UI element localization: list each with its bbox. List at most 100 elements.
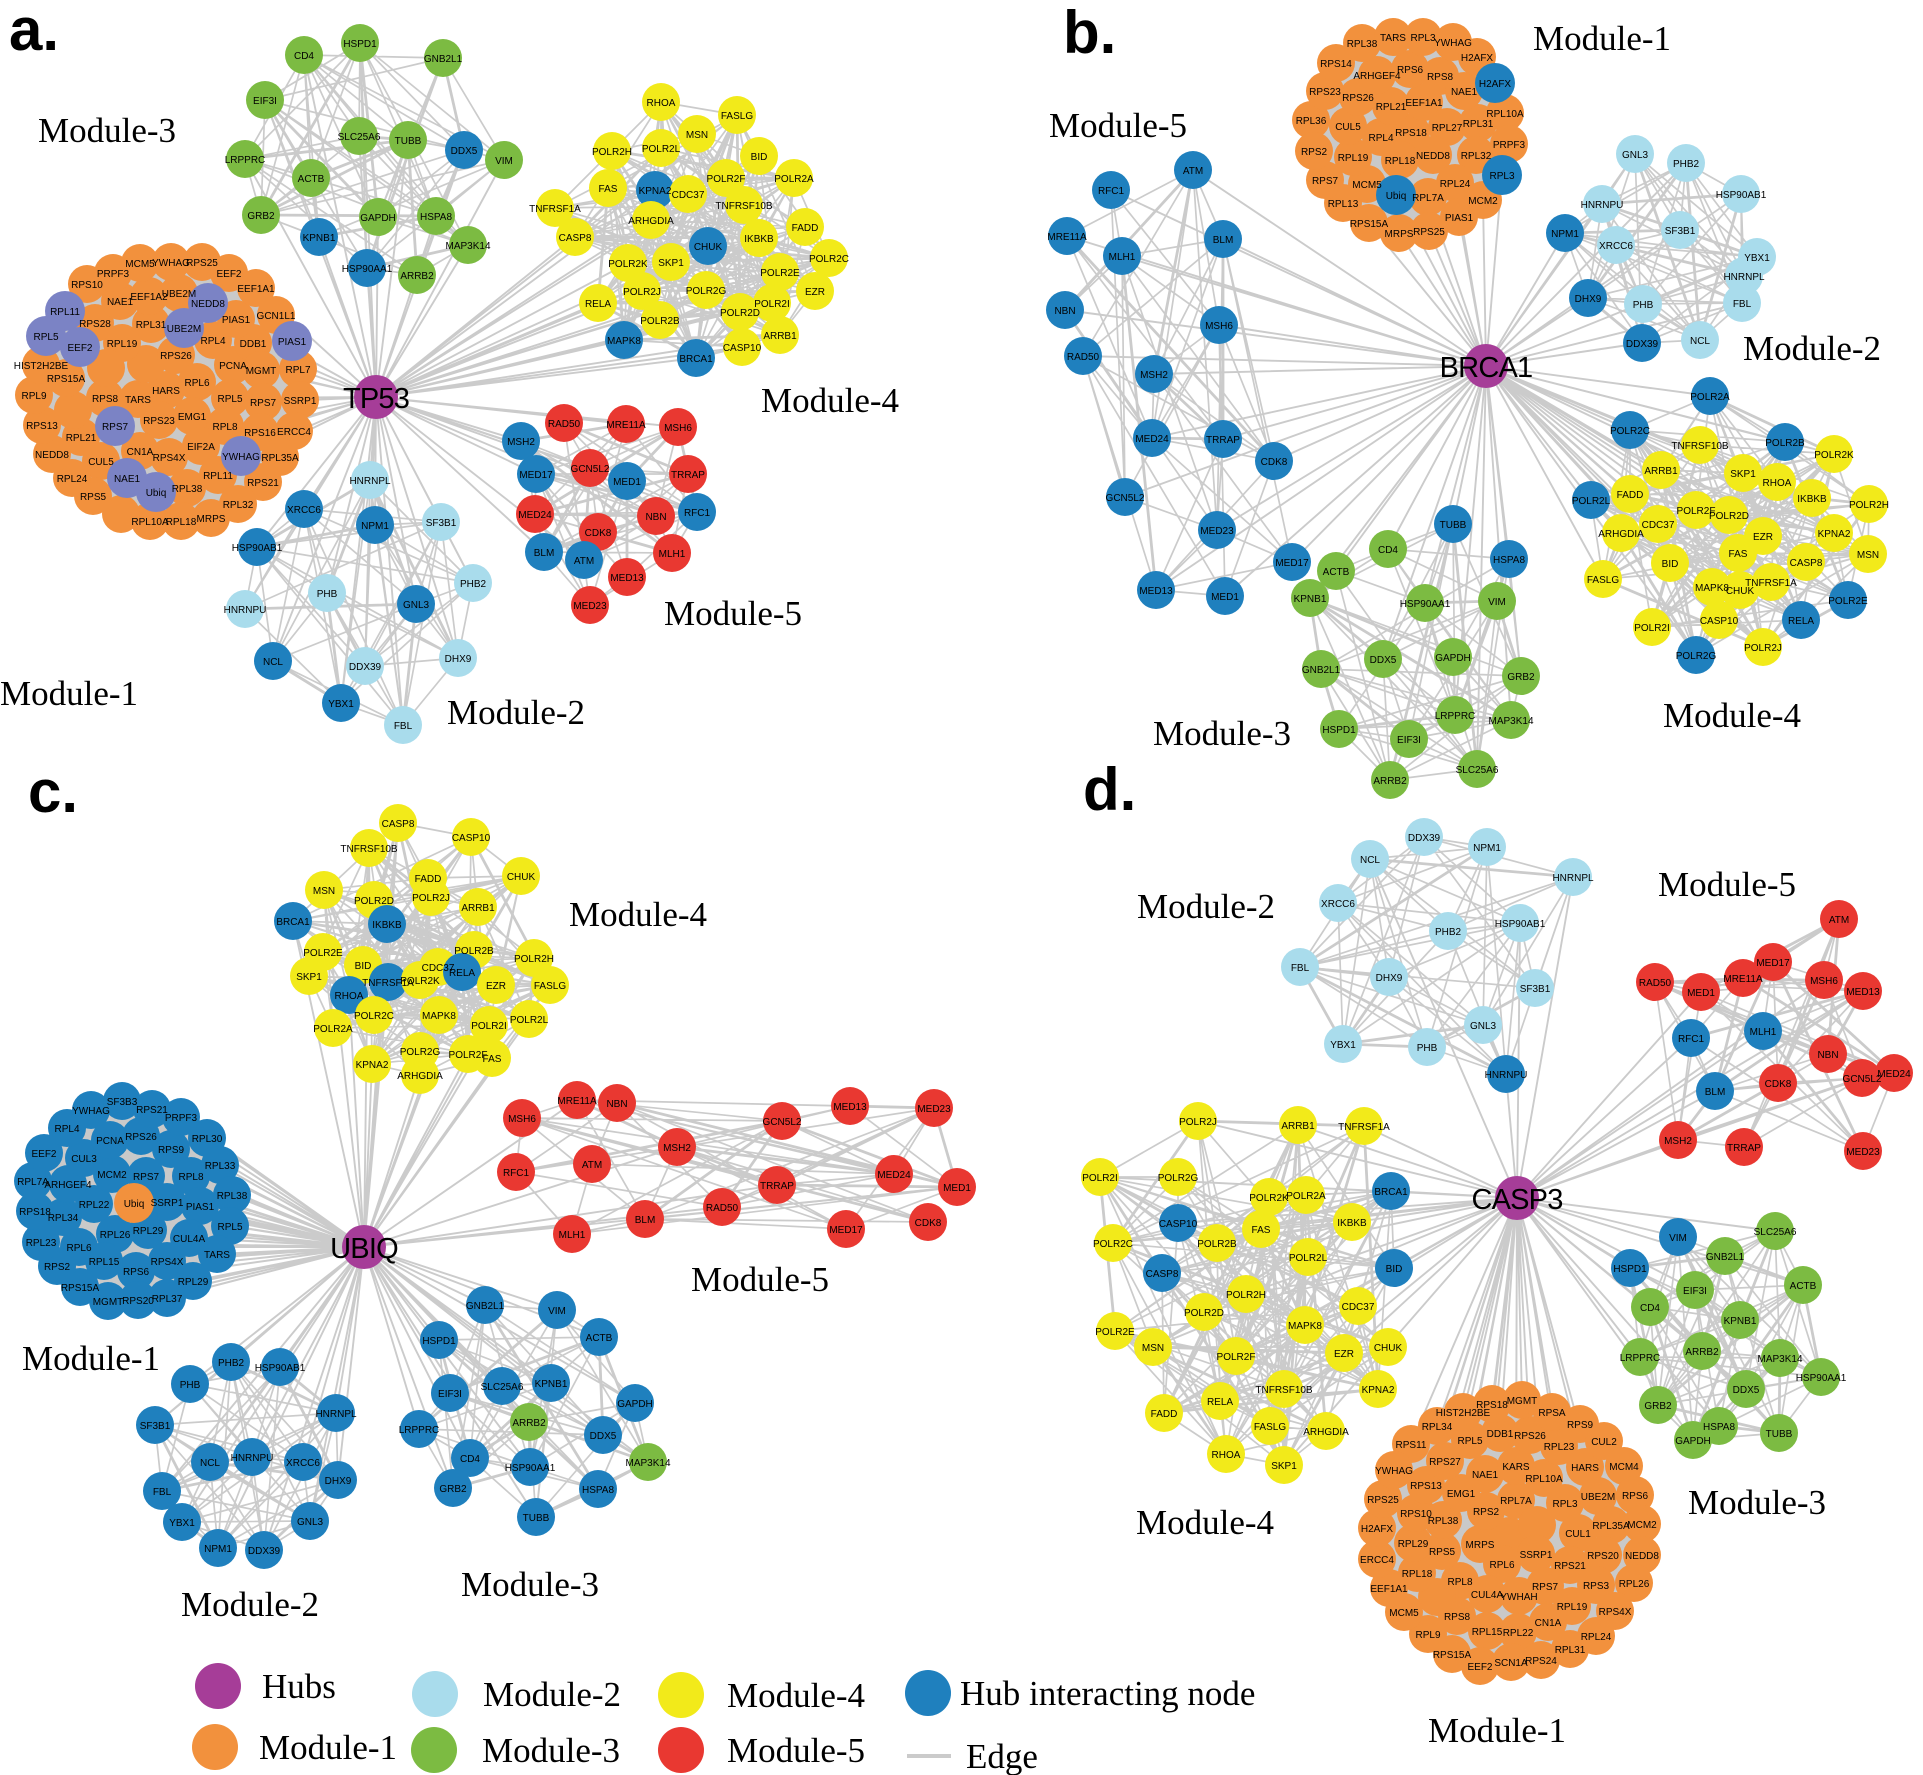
svg-text:MED24: MED24 [518,510,552,521]
svg-text:Module-4: Module-4 [1663,696,1801,735]
svg-text:GRB2: GRB2 [439,1484,467,1495]
svg-text:GAPDH: GAPDH [1675,1436,1711,1447]
svg-text:GRB2: GRB2 [247,211,275,222]
svg-text:RPL9: RPL9 [1415,1630,1440,1641]
svg-text:BLM: BLM [1705,1087,1726,1098]
svg-text:RPL8: RPL8 [212,422,237,433]
svg-text:RPL11: RPL11 [50,307,80,318]
svg-text:RPS13: RPS13 [26,421,58,432]
svg-text:MGMT: MGMT [93,1297,124,1308]
svg-text:b.: b. [1063,0,1116,66]
svg-text:SF3B1: SF3B1 [1665,226,1696,237]
svg-text:GCN1L1: GCN1L1 [257,311,296,322]
svg-text:MED23: MED23 [1846,1147,1880,1158]
svg-text:RPS21: RPS21 [1554,1561,1586,1572]
svg-text:NBN: NBN [1817,1050,1838,1061]
svg-text:CDK8: CDK8 [915,1218,942,1229]
svg-text:DDX5: DDX5 [1733,1385,1760,1396]
svg-text:RPS11: RPS11 [1396,1440,1427,1451]
svg-text:CD4: CD4 [1378,545,1398,556]
svg-text:CHUK: CHUK [694,242,723,253]
svg-text:RPL24: RPL24 [1581,1632,1612,1643]
svg-text:RPL26: RPL26 [1619,1579,1650,1590]
svg-text:MAP3K14: MAP3K14 [625,1458,670,1469]
svg-text:MED17: MED17 [1756,958,1790,969]
svg-text:NAE1: NAE1 [1451,87,1478,98]
svg-text:MED24: MED24 [1135,434,1169,445]
svg-text:MLH1: MLH1 [1109,252,1136,263]
svg-text:TUBB: TUBB [523,1513,550,1524]
svg-text:RPS9: RPS9 [158,1145,185,1156]
svg-text:HARS: HARS [1571,1463,1599,1474]
svg-text:GCN5L2: GCN5L2 [763,1117,802,1128]
svg-text:RPL38: RPL38 [172,484,203,495]
svg-text:HIST2H2BE: HIST2H2BE [14,361,69,372]
svg-text:Module-5: Module-5 [727,1731,865,1770]
svg-text:POLR2K: POLR2K [608,259,648,270]
svg-text:SKP1: SKP1 [1271,1461,1297,1472]
svg-text:SF3B1: SF3B1 [426,518,457,529]
svg-text:SSRP1: SSRP1 [284,396,317,407]
svg-text:YWHAG: YWHAG [1434,38,1472,49]
svg-text:PHB: PHB [317,589,338,600]
svg-text:EIF3I: EIF3I [1683,1286,1707,1297]
svg-text:MCM2: MCM2 [1468,196,1498,207]
svg-text:FADD: FADD [1617,490,1644,501]
svg-text:RPL34: RPL34 [1422,1422,1453,1433]
svg-text:TRRAP: TRRAP [1206,435,1240,446]
svg-text:Ubiq: Ubiq [146,488,167,499]
svg-text:PHB: PHB [180,1380,201,1391]
svg-text:BID: BID [1386,1264,1403,1275]
svg-text:CDK8: CDK8 [1765,1079,1792,1090]
svg-text:EEF2: EEF2 [1467,1662,1492,1673]
svg-text:TRRAP: TRRAP [671,470,705,481]
svg-text:PHB: PHB [1417,1043,1438,1054]
svg-text:RHOA: RHOA [1763,478,1792,489]
svg-text:GRB2: GRB2 [1644,1401,1672,1412]
svg-text:LRPPRC: LRPPRC [1620,1353,1661,1364]
svg-text:CUL2: CUL2 [1591,1437,1617,1448]
svg-text:CUL5: CUL5 [1335,122,1361,133]
svg-text:MED24: MED24 [877,1170,911,1181]
svg-text:HSP90AB1: HSP90AB1 [255,1363,306,1374]
svg-text:RPL7: RPL7 [285,365,310,376]
svg-text:RPL11: RPL11 [203,471,233,482]
svg-text:XRCC6: XRCC6 [1599,241,1633,252]
svg-text:PRPF3: PRPF3 [165,1113,198,1124]
svg-text:NEDD8: NEDD8 [1416,151,1450,162]
svg-text:RELA: RELA [1788,616,1814,627]
svg-text:SLC25A6: SLC25A6 [1754,1227,1797,1238]
svg-text:MLH1: MLH1 [659,549,686,560]
svg-text:RPL19: RPL19 [107,339,138,350]
svg-text:RPS23: RPS23 [1309,87,1341,98]
svg-text:H2AFX: H2AFX [1479,79,1512,90]
svg-text:EEF1A1: EEF1A1 [1405,98,1443,109]
svg-text:CD4: CD4 [1640,1303,1660,1314]
svg-text:POLR2J: POLR2J [1744,643,1782,654]
svg-text:MCM2: MCM2 [1627,1520,1657,1531]
svg-text:Module-1: Module-1 [259,1728,397,1767]
svg-text:POLR2A: POLR2A [313,1024,353,1035]
svg-text:NCL: NCL [263,657,283,668]
svg-text:YBX1: YBX1 [1330,1040,1356,1051]
svg-text:MSH2: MSH2 [507,437,535,448]
svg-text:CD4: CD4 [294,51,314,62]
svg-text:NEDD8: NEDD8 [1625,1551,1659,1562]
svg-text:EZR: EZR [486,981,506,992]
svg-text:IKBKB: IKBKB [1337,1218,1367,1229]
svg-text:POLR2H: POLR2H [514,954,554,965]
svg-text:POLR2C: POLR2C [1093,1239,1133,1250]
svg-text:POLR2C: POLR2C [354,1011,394,1022]
svg-text:MAP3K14: MAP3K14 [445,241,490,252]
svg-text:MAPK8: MAPK8 [1695,583,1729,594]
svg-text:RPL18: RPL18 [1385,156,1416,167]
svg-text:a.: a. [9,0,59,63]
svg-text:MSH6: MSH6 [508,1114,536,1125]
svg-text:NBN: NBN [645,512,666,523]
svg-text:RPS27: RPS27 [1429,1457,1461,1468]
svg-text:NEDD8: NEDD8 [35,450,69,461]
svg-text:BLM: BLM [534,548,555,559]
svg-text:RPL8: RPL8 [178,1172,203,1183]
svg-text:POLR2B: POLR2B [1197,1239,1237,1250]
svg-text:FAS: FAS [1252,1225,1271,1236]
